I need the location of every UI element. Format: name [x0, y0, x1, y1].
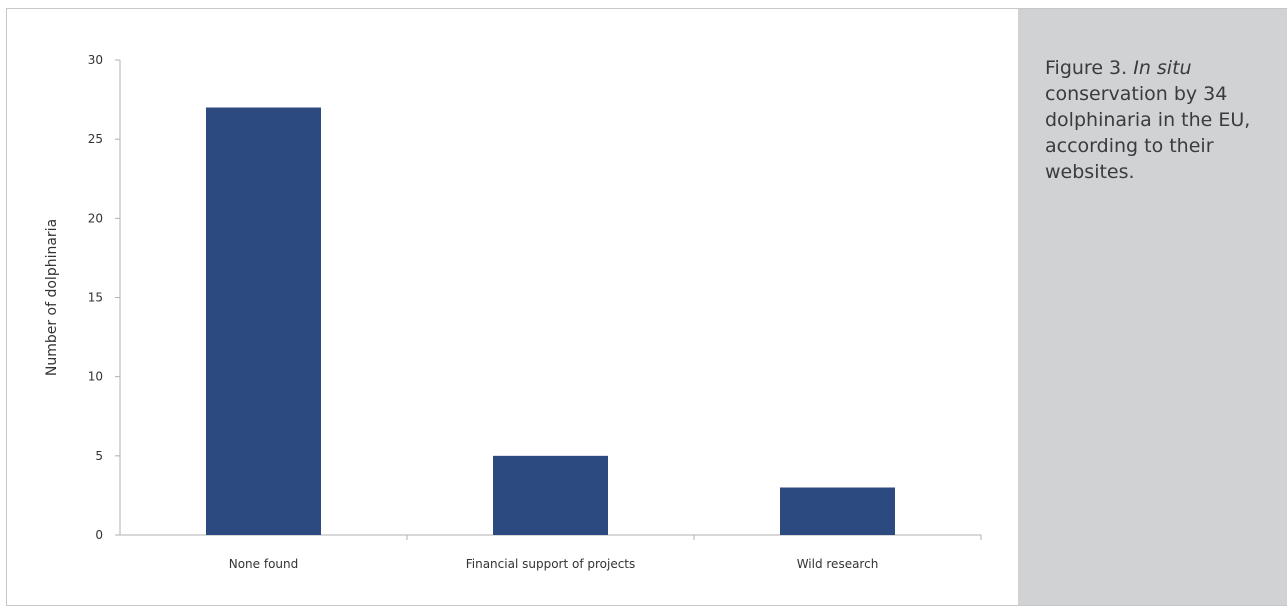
y-tick-label: 10	[88, 370, 103, 384]
bar	[780, 487, 895, 535]
bar-chart: 0 5 10 15 20 25 30 None found Financial support …	[44, 53, 982, 571]
x-tick-label: None found	[229, 557, 299, 571]
figure-caption: Figure 3. In situ conservation by 34 dol…	[1045, 55, 1277, 185]
y-tick-label: 20	[88, 211, 103, 225]
bar	[206, 107, 321, 535]
y-tick-label: 5	[95, 449, 103, 463]
bar	[493, 455, 608, 535]
caption-panel: Figure 3. In situ conservation by 34 dol…	[1018, 9, 1287, 605]
caption-rest: conservation by 34 dolphinaria in the EU…	[1045, 83, 1251, 183]
caption-italic: In situ	[1133, 57, 1192, 79]
x-tick-label: Wild research	[797, 557, 879, 571]
y-tick-label: 30	[88, 53, 103, 67]
x-tick-label: Financial support of projects	[466, 557, 636, 571]
figure-frame: 0 5 10 15 20 25 30 None found Financial support …	[6, 8, 1287, 606]
chart-area: 0 5 10 15 20 25 30 None found Financial support …	[7, 9, 1017, 607]
y-tick-label: 25	[88, 132, 103, 146]
y-tick-label: 0	[95, 528, 103, 542]
y-tick-label: 15	[88, 291, 103, 305]
caption-prefix: Figure 3.	[1045, 57, 1134, 79]
y-axis-title: Number of dolphinaria	[44, 219, 60, 376]
